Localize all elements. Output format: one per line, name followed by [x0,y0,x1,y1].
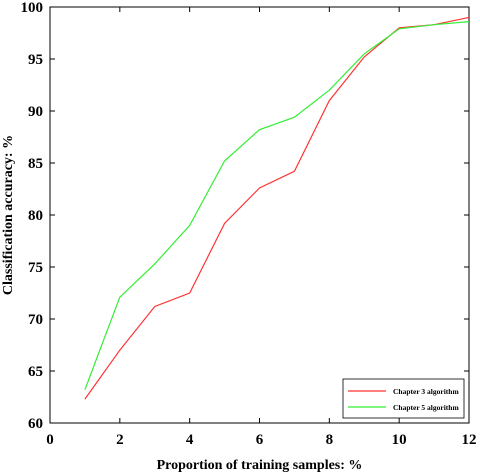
legend-label-1: Chapter 3 algorithm [393,387,459,396]
y-tick-label: 70 [28,312,43,328]
y-tick-label: 85 [28,156,43,172]
y-tick-label: 90 [28,104,43,120]
x-tick-label: 6 [256,432,264,448]
series-line-1 [84,16,470,400]
series-lines [84,16,470,400]
y-tick-label: 65 [28,364,43,380]
legend-label-2: Chapter 5 algorithm [393,403,459,412]
legend: Chapter 3 algorithm Chapter 5 algorithm [342,378,465,419]
x-tick-label: 8 [326,432,334,448]
x-tick-label: 12 [462,432,477,448]
x-axis-label: Proportion of training samples: % [157,458,363,473]
series-line-2 [84,21,470,390]
y-tick-label: 75 [28,260,43,276]
x-tick-label: 0 [46,432,54,448]
axis-ticks: 0 2 4 6 8 10 12 60 65 70 75 80 85 90 95 100 [21,0,477,448]
y-tick-label: 60 [28,416,43,432]
x-tick-label: 2 [116,432,124,448]
legend-box [342,378,465,419]
y-tick-label: 80 [28,208,43,224]
y-tick-label: 95 [28,52,43,68]
y-tick-label: 100 [21,0,44,16]
x-tick-label: 4 [186,432,194,448]
y-axis-label: Classification accuracy: % [1,135,16,295]
x-tick-label: 10 [392,432,407,448]
